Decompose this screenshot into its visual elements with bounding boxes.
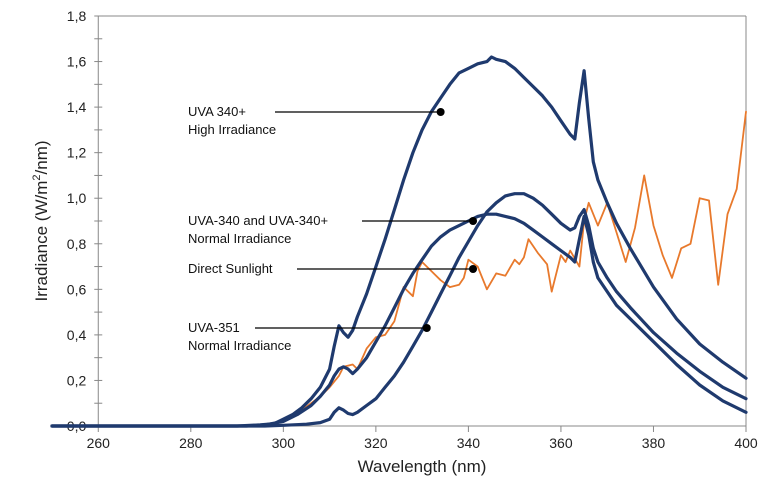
y-tick-label: 1,2 bbox=[67, 145, 87, 161]
annotation-marker bbox=[469, 217, 478, 225]
annotation-label: UVA-351 bbox=[188, 320, 240, 335]
x-tick-label: 400 bbox=[734, 435, 758, 451]
annotation-label: Normal Irradiance bbox=[188, 338, 291, 353]
y-tick-label: 1,6 bbox=[67, 54, 87, 70]
y-tick-label: 1,4 bbox=[67, 99, 87, 115]
series-group bbox=[50, 55, 748, 428]
y-tick-label: 1,0 bbox=[67, 190, 87, 206]
annotation-label: Normal Irradiance bbox=[188, 231, 291, 246]
series-line-uva-340-high-irradiance bbox=[50, 55, 748, 428]
x-tick-label: 260 bbox=[87, 435, 111, 451]
annotation-label: Direct Sunlight bbox=[188, 261, 273, 276]
y-tick-label: 0,2 bbox=[67, 372, 87, 388]
y-axis-title-part2: /nm) bbox=[32, 140, 51, 174]
y-tick-label: 0,6 bbox=[67, 281, 87, 297]
annotation-marker bbox=[469, 265, 478, 273]
series-line-uva-351-normal-irradiance bbox=[50, 192, 748, 428]
x-tick-label: 300 bbox=[272, 435, 296, 451]
annotation-label: High Irradiance bbox=[188, 122, 276, 137]
y-tick-label: 1,8 bbox=[67, 8, 87, 24]
x-tick-label: 360 bbox=[549, 435, 573, 451]
x-tick-label: 340 bbox=[457, 435, 481, 451]
annotation-label: UVA 340+ bbox=[188, 104, 246, 119]
y-tick-label: 0,8 bbox=[67, 236, 87, 252]
x-tick-label: 380 bbox=[642, 435, 666, 451]
annotation-label: UVA-340 and UVA-340+ bbox=[188, 213, 328, 228]
series-line-direct-sunlight bbox=[263, 110, 747, 427]
y-axis-title: Irradiance (W/m2/nm) bbox=[31, 140, 51, 301]
annotations: UVA 340+ High Irradiance UVA-340 and UVA-3… bbox=[188, 104, 478, 353]
annotation-marker bbox=[436, 108, 445, 116]
y-axis-title-sup: 2 bbox=[31, 174, 43, 180]
x-tick-label: 280 bbox=[179, 435, 203, 451]
y-axis-title-part1: Irradiance (W/m bbox=[32, 181, 51, 302]
y-tick-label: 0,4 bbox=[67, 327, 87, 343]
x-axis-title: Wavelength (nm) bbox=[358, 457, 487, 476]
x-tick-label: 320 bbox=[364, 435, 388, 451]
annotation-marker bbox=[422, 324, 431, 332]
